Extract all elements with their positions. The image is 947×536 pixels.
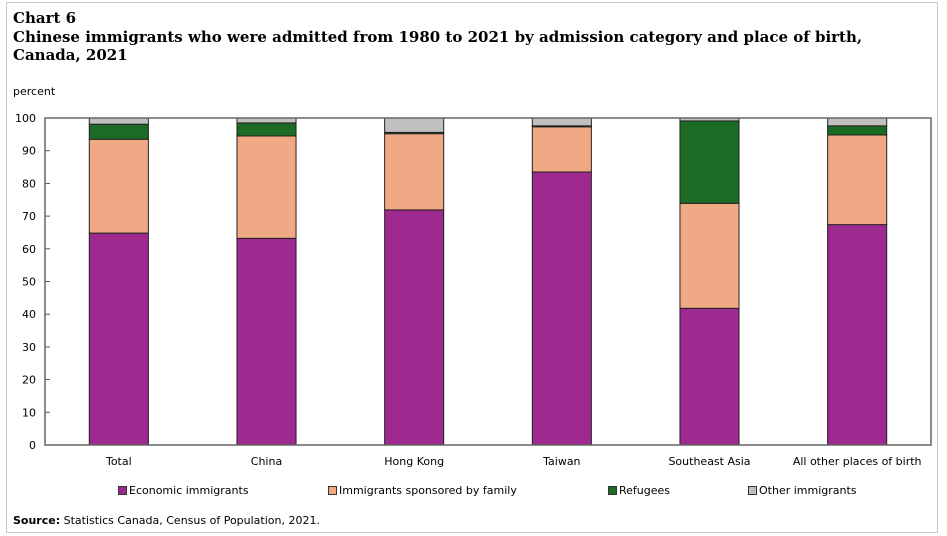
bar-segment-refugees [827,125,888,136]
chart-frame [6,2,938,533]
legend-swatch [608,486,617,495]
source-note: Source: Statistics Canada, Census of Pop… [13,514,320,527]
legend-item: Immigrants sponsored by family [328,484,517,497]
legend-label: Refugees [619,484,671,497]
x-tick-label: All other places of birth [793,455,922,468]
bar-segment-immigrants-sponsored-by-family [531,126,592,173]
bar-segment-other-immigrants [88,117,149,125]
y-tick-label: 20 [22,374,36,387]
bar-segment-economic-immigrants [827,224,888,446]
source-text: Statistics Canada, Census of Population,… [60,514,320,527]
y-tick-label: 30 [22,341,36,354]
y-tick-label: 10 [22,406,36,419]
chart-number: Chart 6 [13,9,77,27]
x-tick-label: Total [105,455,132,468]
bar-segment-economic-immigrants [531,171,592,446]
bar-segment-economic-immigrants [384,209,445,446]
x-tick-label: Hong Kong [384,455,444,468]
chart-title: Chinese immigrants who were admitted fro… [13,28,863,64]
y-tick-label: 70 [22,210,36,223]
y-tick-label: 40 [22,308,36,321]
x-tick-label: Southeast Asia [668,455,750,468]
bar-segment-immigrants-sponsored-by-family [88,138,149,234]
bar-segment-other-immigrants [827,117,888,127]
y-axis-label: percent [13,85,56,98]
bar-segment-economic-immigrants [88,232,149,446]
x-tick-label: China [251,455,282,468]
legend-label: Other immigrants [759,484,857,497]
y-tick-label: 80 [22,177,36,190]
bar-segment-immigrants-sponsored-by-family [679,202,740,309]
legend-swatch [118,486,127,495]
bar-segment-economic-immigrants [236,237,297,446]
legend-label: Immigrants sponsored by family [339,484,517,497]
legend-item: Refugees [608,484,670,497]
legend-swatch [748,486,757,495]
bar-segment-other-immigrants [531,117,592,127]
x-tick-label: Taiwan [542,455,580,468]
bar-segment-other-immigrants [384,117,445,133]
legend-label: Economic immigrants [129,484,249,497]
source-label: Source: [13,514,61,527]
y-tick-label: 60 [22,243,36,256]
bar-segment-immigrants-sponsored-by-family [236,135,297,239]
legend-item: Economic immigrants [118,484,249,497]
bar-segment-immigrants-sponsored-by-family [827,134,888,226]
bar-segment-immigrants-sponsored-by-family [384,133,445,211]
bar-segment-refugees [88,123,149,140]
bar-segment-refugees [236,122,297,137]
legend-swatch [328,486,337,495]
plot-area-border [44,117,932,446]
y-tick-label: 50 [22,276,36,289]
y-tick-label: 0 [29,439,36,452]
y-tick-label: 90 [22,145,36,158]
bar-segment-economic-immigrants [679,307,740,446]
legend-item: Other immigrants [748,484,857,497]
bar-segment-refugees [679,120,740,204]
y-tick-label: 100 [15,112,36,125]
